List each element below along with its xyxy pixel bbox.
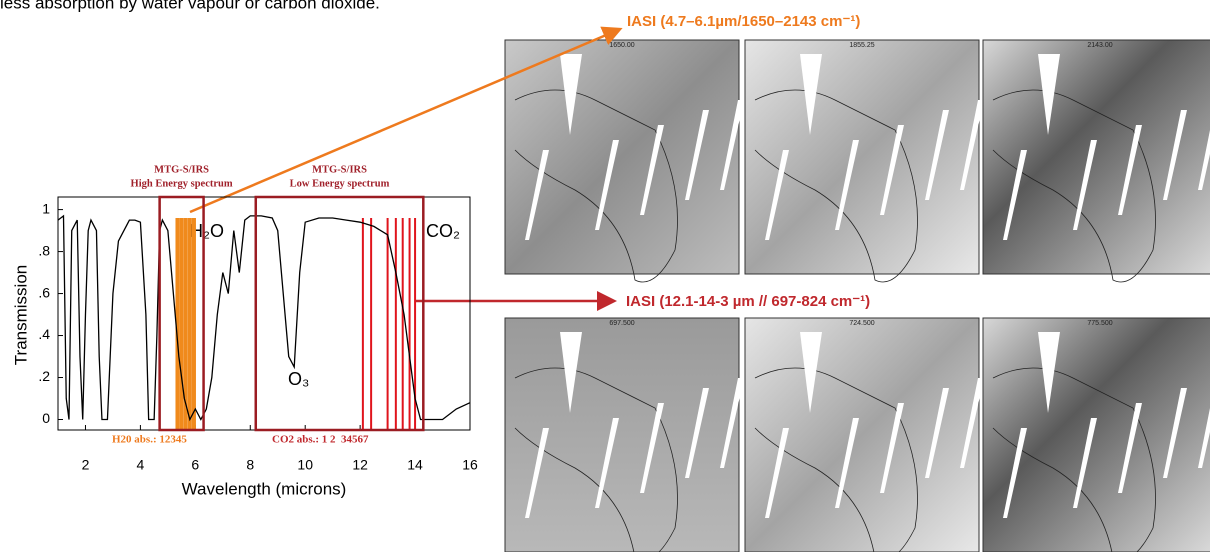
x-tick-label: 8 [246,457,254,473]
x-tick-label: 16 [462,457,478,473]
panel-label: 1855.25 [849,42,874,49]
y-axis-label: Transmission [11,265,30,365]
transmission-line [58,216,470,420]
panel-title: IASI (12.1-14-3 µm // 697-824 cm⁻¹) [626,293,870,310]
band-box [256,197,424,430]
annotation: CO2 abs.: 1 2 34567 [272,434,369,446]
band-subtitle: Low Energy spectrum [290,178,390,189]
y-tick-label: .6 [38,284,50,300]
plot-frame [58,197,470,430]
panel-label: 724.500 [849,320,874,327]
band-subtitle: High Energy spectrum [131,178,233,189]
annotation: O₃ [288,369,309,389]
x-tick-label: 14 [407,457,423,473]
y-tick-label: .2 [38,368,50,384]
x-axis-label: Wavelength (microns) [182,479,347,498]
band-title: MTG-S/IRS [312,164,367,175]
y-tick-label: .8 [38,242,50,258]
y-tick-label: 1 [42,200,50,216]
annotation: CO₂ [426,221,460,241]
y-tick-label: .4 [38,326,50,342]
x-tick-label: 6 [191,457,199,473]
x-tick-label: 2 [82,457,90,473]
caption: less absorption by water vapour or carbo… [0,0,380,12]
y-tick-label: 0 [42,410,50,426]
annotation: H20 abs.: 12345 [112,434,187,446]
page: less absorption by water vapour or carbo… [0,0,1210,552]
panel-label: 1650.00 [609,42,634,49]
panel-label: 697.500 [609,320,634,327]
x-tick-label: 4 [137,457,145,473]
band-title: MTG-S/IRS [154,164,209,175]
panel-title: IASI (4.7–6.1µm/1650–2143 cm⁻¹) [627,13,860,30]
panel-label: 2143.00 [1087,42,1112,49]
x-tick-label: 12 [352,457,368,473]
x-tick-label: 10 [297,457,313,473]
panel-label: 775.500 [1087,320,1112,327]
